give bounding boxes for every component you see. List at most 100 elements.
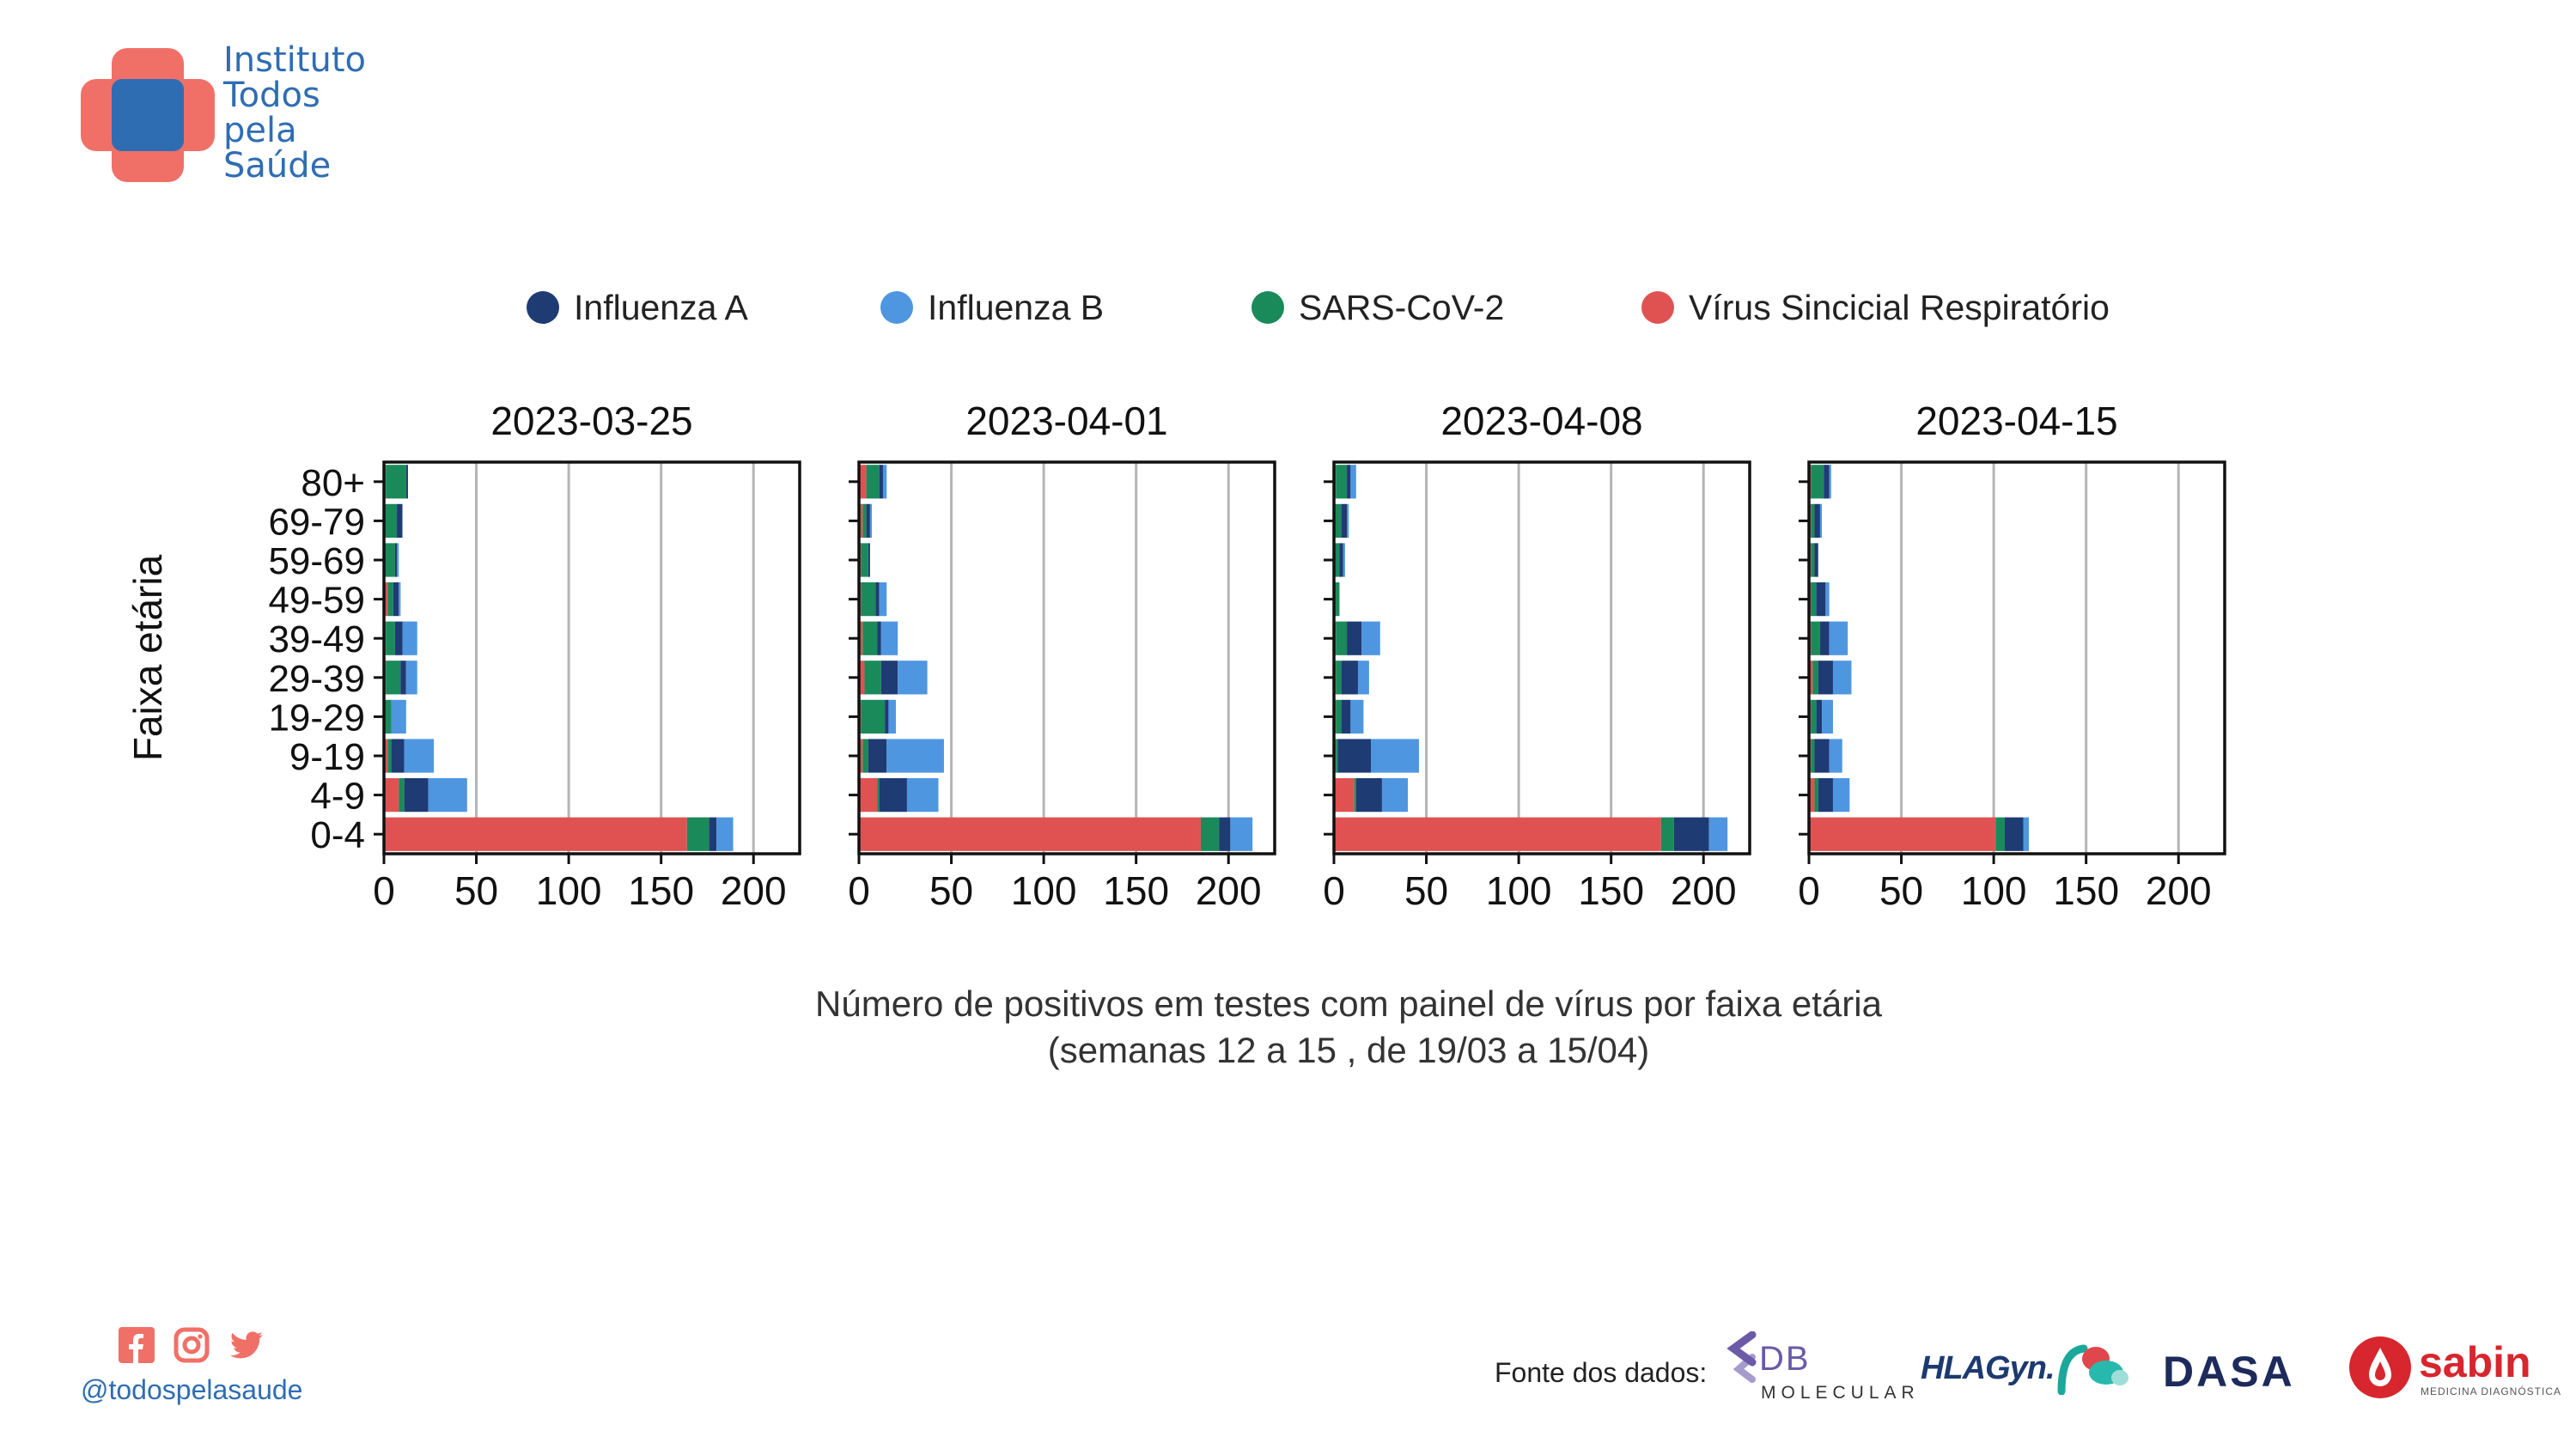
x-tick-label: 50 (929, 868, 973, 913)
brand-cross-icon (81, 48, 215, 182)
bar-segment (1336, 661, 1342, 695)
legend-marker (880, 291, 913, 324)
bar-segment (1334, 817, 1661, 851)
dasa-text: DASA (2163, 1348, 2295, 1396)
bar-segment (1814, 739, 1830, 773)
x-tick-label: 50 (1404, 868, 1448, 913)
db-molecular-logo: DB MOLECULAR (1726, 1330, 1915, 1407)
bar-segment (888, 699, 897, 734)
legend-label: Vírus Sincicial Respiratório (1689, 288, 2110, 327)
bar-segment (387, 581, 393, 617)
social-handle[interactable]: @todospelasaude (81, 1374, 303, 1405)
legend-marker (1251, 291, 1284, 324)
bar-segment (1371, 739, 1419, 773)
plot-frame (382, 460, 801, 855)
bar-segment (386, 621, 395, 655)
db-molecular-text-top: DB (1759, 1340, 1811, 1378)
dasa-logo: DASA (2163, 1340, 2309, 1400)
bar-segment (399, 581, 401, 617)
panel-title: 2023-04-01 (965, 399, 1167, 443)
legend-label: Influenza A (574, 288, 749, 327)
bar-segment (1811, 621, 1820, 655)
chart-panel: 2023-04-15 0 50 100 150 200 (1798, 399, 2226, 913)
bar-segment (861, 543, 868, 577)
bar-segment (880, 661, 898, 695)
bar-segment (875, 581, 880, 617)
bar-segment (1995, 817, 2006, 851)
bar-segment (384, 543, 395, 577)
x-tick-label: 150 (1578, 868, 1644, 913)
brand-name-line: Saúde (223, 146, 332, 186)
panel-title: 2023-03-25 (490, 399, 692, 443)
bar-segment (2005, 817, 2024, 851)
bar-segment (1336, 465, 1348, 499)
bar-segment (877, 777, 880, 813)
bar-segment (879, 465, 883, 499)
bar-segment (859, 661, 865, 695)
bar-segment (405, 661, 417, 695)
bar-segment (1816, 581, 1826, 617)
bar-segment (868, 739, 887, 773)
bar-segment (1814, 777, 1818, 813)
bar-segment (1336, 739, 1338, 773)
hlagyn-logo: HLAGyn. (1921, 1340, 2135, 1400)
twitter-icon[interactable] (228, 1327, 265, 1363)
panel-title: 2023-04-15 (1915, 399, 2117, 443)
bar-segment (1347, 621, 1362, 655)
bar-segment (859, 739, 863, 773)
bar-segment (869, 503, 873, 539)
x-tick-label: 150 (628, 868, 694, 913)
x-tick-label: 100 (536, 868, 602, 913)
y-axis-label: Faixa etária (125, 554, 170, 761)
bar-segment (1829, 621, 1848, 655)
bar-segment (405, 465, 408, 499)
bar-segment (859, 503, 863, 539)
bar-segment (1809, 661, 1813, 695)
bar-segment (1818, 777, 1833, 813)
bar-segment (1829, 739, 1842, 773)
bar-segment (879, 777, 907, 813)
x-tick-label: 200 (1671, 868, 1737, 913)
y-tick-label: 9-19 (289, 736, 365, 778)
bar-segment (397, 543, 399, 577)
bar-segment (886, 739, 944, 773)
facebook-icon[interactable] (119, 1327, 155, 1363)
instagram-icon[interactable] (174, 1327, 210, 1363)
bar-segment (384, 739, 388, 773)
bar-segment (1341, 699, 1351, 734)
y-tick-label: 69-79 (268, 501, 365, 543)
x-tick-label: 200 (721, 868, 787, 913)
legend-marker (527, 291, 559, 324)
plot-frame (1807, 460, 2226, 855)
bar-segment (1811, 581, 1817, 617)
bar-segment (716, 817, 734, 851)
bar-segment (400, 661, 406, 695)
bar-segment (1347, 503, 1349, 539)
bar-segment (1825, 581, 1830, 617)
bar-segment (1361, 621, 1380, 655)
bar-segment (1347, 465, 1351, 499)
legend-label: Influenza B (928, 288, 1104, 327)
bar-segment (906, 777, 939, 813)
bar-segment (1812, 661, 1818, 695)
bar-segment (686, 817, 709, 851)
x-tick-label: 50 (1879, 868, 1923, 913)
bar-segment (859, 621, 863, 655)
bar-segment (1816, 699, 1823, 734)
bar-segment (1809, 777, 1815, 813)
bar-segment (880, 621, 898, 655)
x-tick-label: 0 (1323, 868, 1345, 913)
panel-title: 2023-04-08 (1440, 399, 1642, 443)
x-tick-label: 200 (1196, 868, 1262, 913)
bar-segment (1334, 543, 1340, 577)
bar-segment (1811, 503, 1815, 539)
bar-segment (404, 777, 429, 813)
bar-segment (1832, 661, 1852, 695)
legend-item: SARS-CoV-2 (1251, 288, 1504, 327)
plot-frame (857, 460, 1276, 855)
bar-segment (1350, 699, 1364, 734)
bar-segment (861, 581, 876, 617)
bar-segment (1219, 817, 1231, 851)
bar-segment (859, 777, 878, 813)
brand-name-line: Instituto (223, 40, 366, 80)
